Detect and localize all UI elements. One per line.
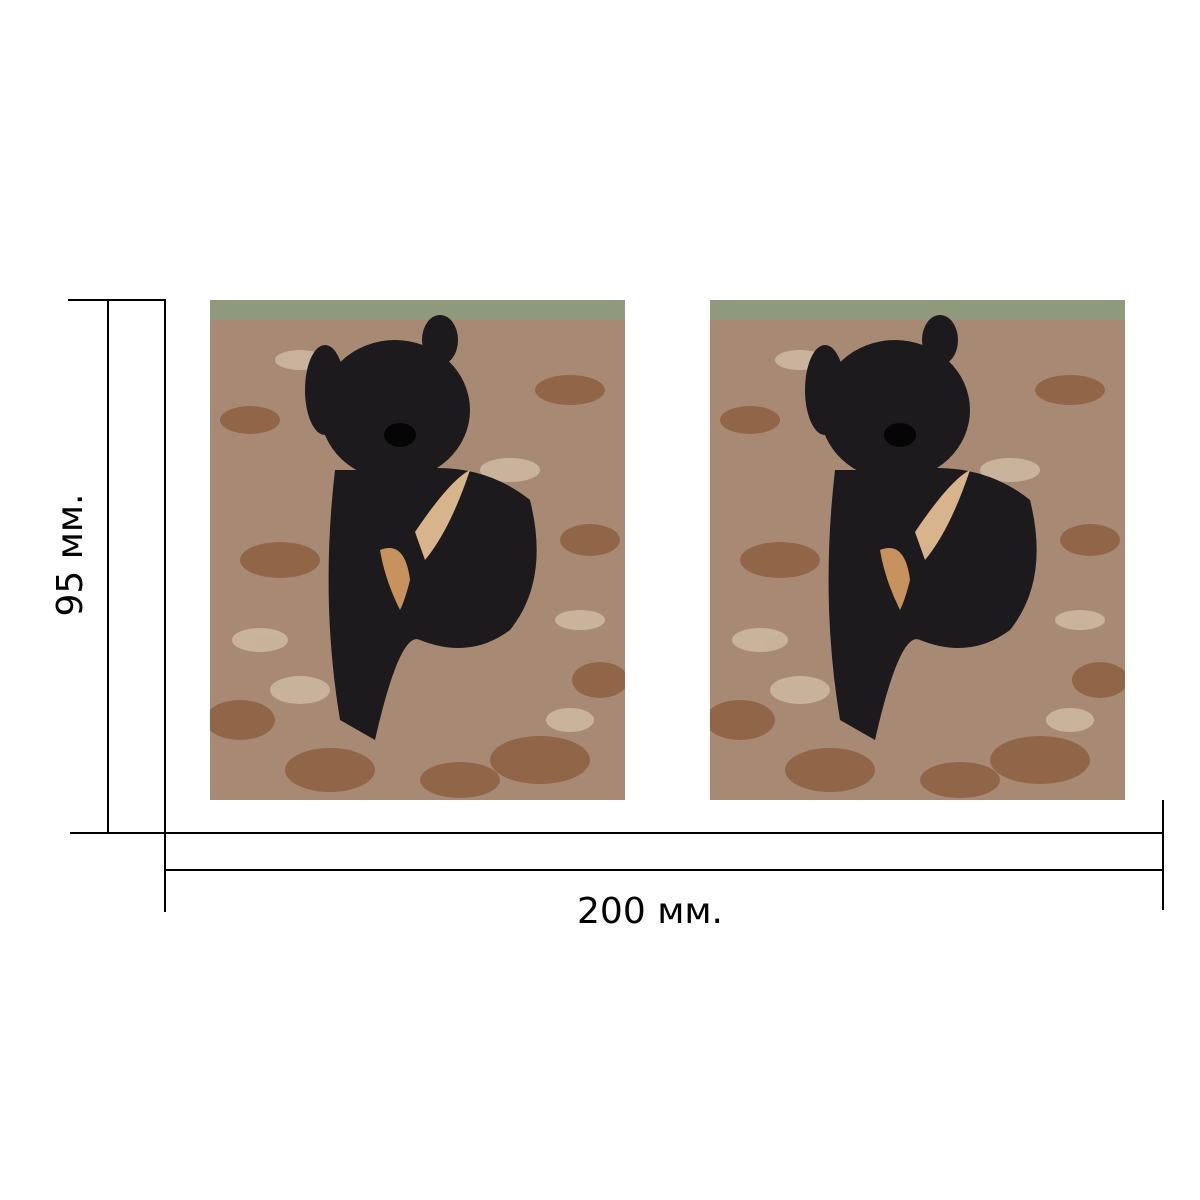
width-dimension: 200 мм. bbox=[164, 800, 1164, 932]
height-dimension: 95 мм. bbox=[50, 299, 166, 834]
width-label: 200 мм. bbox=[577, 891, 723, 932]
product-photo bbox=[205, 300, 628, 800]
height-label: 95 мм. bbox=[50, 493, 91, 616]
product-photo bbox=[705, 300, 1128, 800]
